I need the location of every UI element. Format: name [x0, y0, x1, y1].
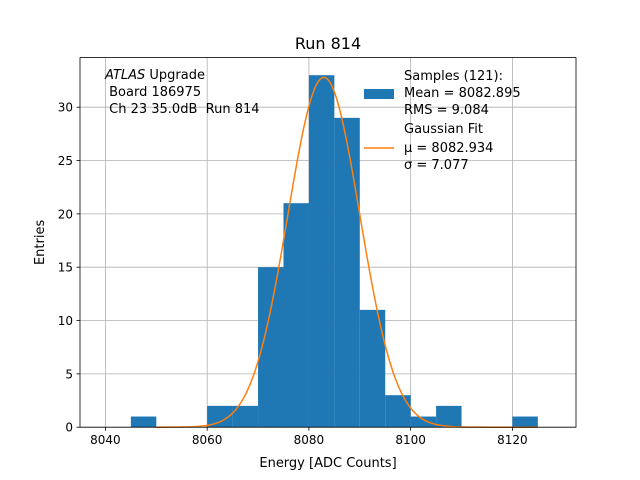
y-tick-label: 5 [65, 367, 73, 381]
x-tick-label: 8100 [395, 433, 426, 447]
x-axis-ticks: 8040 8060 8080 8100 8120 [90, 427, 528, 447]
y-tick-label: 30 [58, 101, 73, 115]
histogram-bar [410, 416, 437, 428]
x-tick-label: 8120 [497, 433, 528, 447]
legend-fit-sigma: σ = 7.077 [404, 158, 469, 173]
histogram-bar [436, 405, 462, 428]
atlas-annotation-line-1: ATLAS Upgrade [104, 68, 205, 83]
legend: Samples (121): Mean = 8082.895 RMS = 9.0… [364, 69, 521, 173]
y-tick-label: 20 [58, 207, 73, 221]
legend-samples-patch [364, 89, 394, 99]
histogram-bar [334, 117, 360, 428]
y-axis-label: Entries [33, 220, 48, 266]
x-tick-label: 8040 [90, 433, 121, 447]
chart-title: Run 814 [295, 34, 361, 53]
atlas-label: ATLAS [104, 68, 145, 83]
y-tick-label: 0 [65, 421, 73, 435]
histogram-bar [512, 416, 538, 428]
legend-samples-title: Samples (121): [404, 69, 503, 84]
histogram-bar [130, 416, 157, 428]
legend-fit-title: Gaussian Fit [404, 122, 483, 137]
legend-samples-rms: RMS = 9.084 [404, 103, 489, 118]
histogram-bar [207, 405, 233, 428]
axes-frame [79, 57, 577, 428]
x-tick-label: 8060 [192, 433, 223, 447]
atlas-annotation-line-2: Board 186975 [105, 85, 201, 100]
legend-samples-mean: Mean = 8082.895 [404, 86, 521, 101]
y-axis-ticks: 0 5 10 15 20 25 30 [58, 101, 80, 435]
x-axis-label: Energy [ADC Counts] [259, 456, 396, 471]
atlas-annotation-line-3: Ch 23 35.0dB Run 814 [105, 102, 260, 117]
histogram-bar [308, 75, 335, 428]
histogram-bars [130, 75, 538, 428]
legend-fit-mu: μ = 8082.934 [404, 141, 493, 156]
histogram-bar [283, 203, 309, 428]
y-tick-label: 25 [58, 154, 73, 168]
upgrade-label: Upgrade [145, 68, 205, 83]
y-tick-label: 10 [58, 314, 73, 328]
histogram-bar [385, 395, 411, 428]
histogram-bar [232, 405, 259, 428]
x-tick-label: 8080 [294, 433, 325, 447]
y-tick-label: 15 [58, 261, 73, 275]
